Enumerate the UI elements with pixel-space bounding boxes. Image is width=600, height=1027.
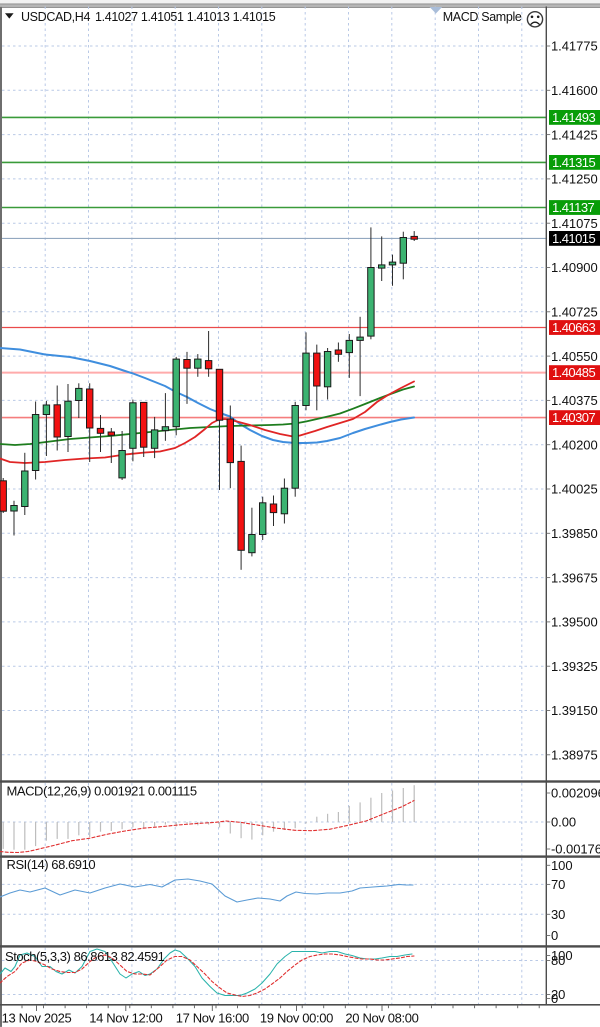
- svg-text:1.40375: 1.40375: [551, 393, 598, 408]
- svg-text:20 Nov 08:00: 20 Nov 08:00: [345, 1011, 418, 1026]
- svg-text:1.41075: 1.41075: [551, 216, 598, 231]
- svg-text:1.40550: 1.40550: [551, 349, 598, 364]
- svg-text:17 Nov 16:00: 17 Nov 16:00: [176, 1011, 249, 1026]
- svg-text:1.40025: 1.40025: [551, 482, 598, 497]
- svg-text:1.40200: 1.40200: [551, 437, 598, 452]
- svg-text:1.41027 1.41051 1.41013 1.4101: 1.41027 1.41051 1.41013 1.41015: [95, 10, 276, 24]
- svg-text:100: 100: [551, 948, 573, 963]
- svg-text:1.41425: 1.41425: [551, 127, 598, 142]
- svg-text:1.40725: 1.40725: [551, 305, 598, 320]
- svg-text:USDCAD,H4: USDCAD,H4: [21, 10, 90, 24]
- svg-text:0: 0: [551, 928, 558, 943]
- svg-text:MACD(12,26,9) 0.001921 0.00111: MACD(12,26,9) 0.001921 0.001115: [7, 784, 197, 799]
- svg-text:80: 80: [551, 953, 565, 968]
- svg-text:-0.001764: -0.001764: [551, 842, 600, 857]
- svg-text:100: 100: [551, 858, 573, 873]
- svg-text:1.39850: 1.39850: [551, 526, 598, 541]
- svg-text:0.00: 0.00: [551, 815, 576, 830]
- svg-text:1.40485: 1.40485: [552, 365, 595, 380]
- svg-text:14 Nov 12:00: 14 Nov 12:00: [89, 1011, 162, 1026]
- svg-text:19 Nov 00:00: 19 Nov 00:00: [260, 1011, 333, 1026]
- svg-text:1.39675: 1.39675: [551, 570, 598, 585]
- svg-text:13 Nov 2025: 13 Nov 2025: [2, 1011, 72, 1026]
- svg-text:1.41250: 1.41250: [551, 172, 598, 187]
- svg-text:1.40900: 1.40900: [551, 260, 598, 275]
- svg-text:20: 20: [551, 987, 565, 1002]
- svg-text:Stoch(5,3,3) 86.8613 82.4591: Stoch(5,3,3) 86.8613 82.4591: [5, 949, 165, 964]
- svg-text:1.39325: 1.39325: [551, 659, 598, 674]
- svg-text:30: 30: [551, 907, 565, 922]
- svg-text:0: 0: [551, 991, 558, 1006]
- svg-text:1.41493: 1.41493: [552, 110, 595, 125]
- svg-text:1.41015: 1.41015: [552, 231, 595, 246]
- svg-text:1.40663: 1.40663: [552, 320, 595, 335]
- svg-text:1.40307: 1.40307: [552, 410, 595, 425]
- svg-text:1.41137: 1.41137: [552, 200, 594, 215]
- svg-text:RSI(14) 68.6910: RSI(14) 68.6910: [7, 857, 96, 872]
- svg-text:70: 70: [551, 877, 565, 892]
- svg-text:1.38975: 1.38975: [551, 748, 598, 763]
- svg-text:MACD Sample: MACD Sample: [443, 10, 522, 24]
- svg-text:1.39500: 1.39500: [551, 615, 598, 630]
- svg-text:0.002096: 0.002096: [551, 786, 600, 801]
- svg-text:1.41775: 1.41775: [551, 39, 598, 54]
- svg-text:1.41600: 1.41600: [551, 83, 598, 98]
- svg-text:1.41315: 1.41315: [552, 155, 595, 170]
- svg-text:1.39150: 1.39150: [551, 703, 598, 718]
